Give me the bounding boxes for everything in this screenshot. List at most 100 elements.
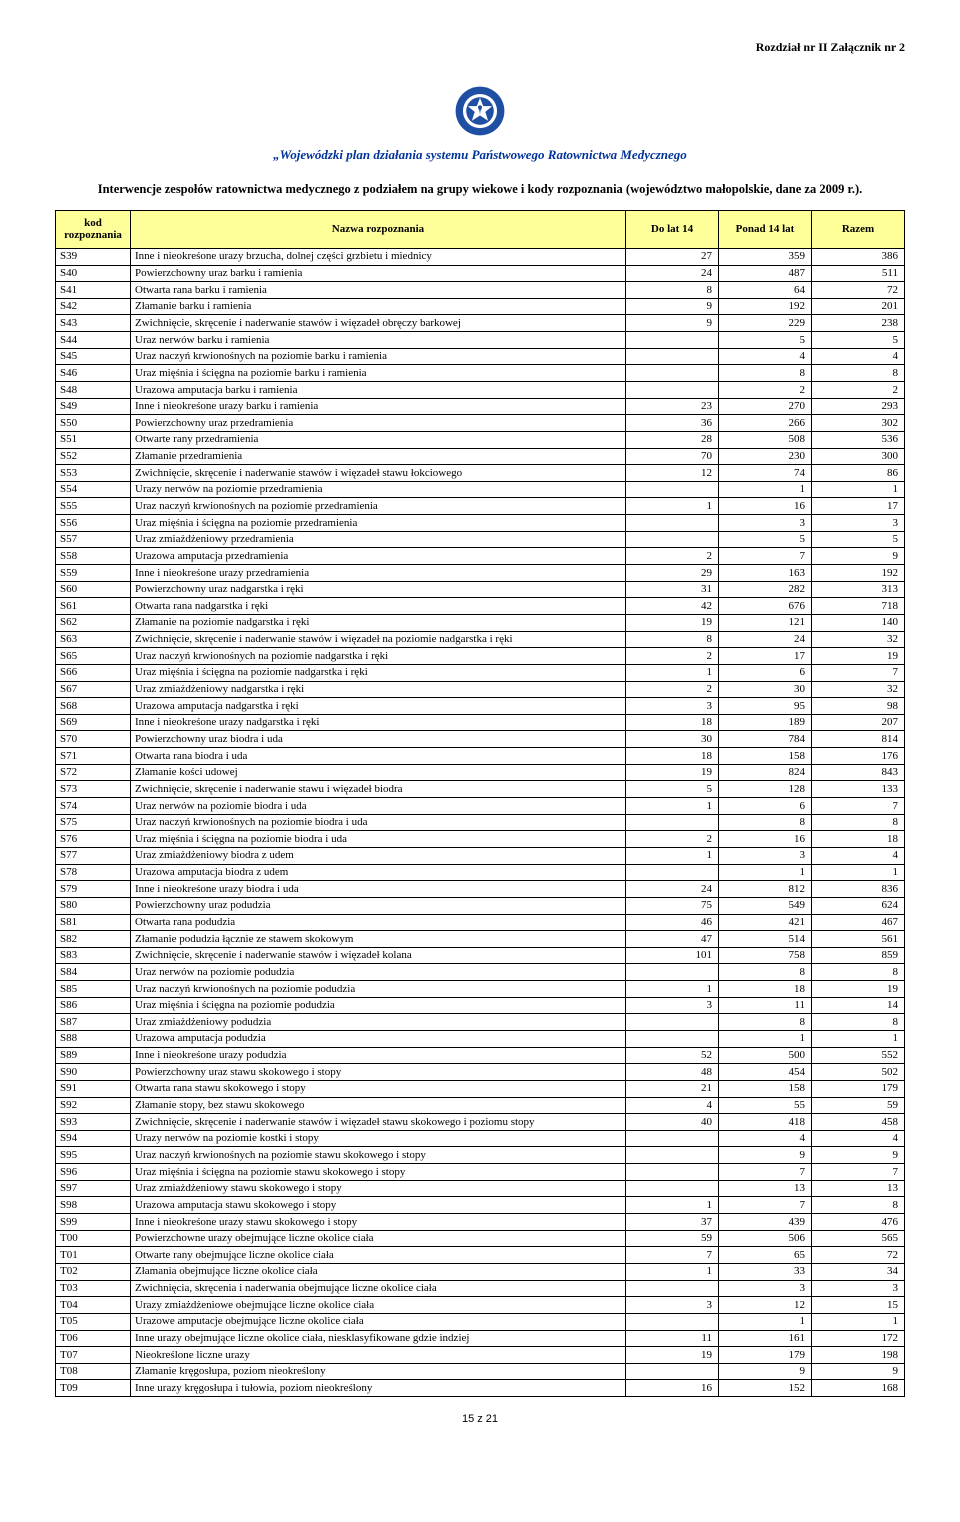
cell-over14: 1	[719, 1030, 812, 1047]
table-row: S54Urazy nerwów na poziomie przedramieni…	[56, 481, 905, 498]
cell-code: S50	[56, 415, 131, 432]
cell-code: S73	[56, 781, 131, 798]
table-row: S67Uraz zmiażdżeniowy nadgarstka i ręki2…	[56, 681, 905, 698]
cell-code: S87	[56, 1014, 131, 1031]
cell-under14	[626, 1147, 719, 1164]
table-row: S92Złamanie stopy, bez stawu skokowego45…	[56, 1097, 905, 1114]
cell-total: 458	[812, 1114, 905, 1131]
cell-under14: 1	[626, 498, 719, 515]
table-row: T07Nieokreślone liczne urazy19179198	[56, 1347, 905, 1364]
cell-over14: 95	[719, 698, 812, 715]
table-row: S76Uraz mięśnia i ścięgna na poziomie bi…	[56, 831, 905, 848]
cell-code: S54	[56, 481, 131, 498]
cell-over14: 5	[719, 531, 812, 548]
cell-name: Powierzchowny uraz barku i ramienia	[131, 265, 626, 282]
cell-code: T05	[56, 1313, 131, 1330]
cell-code: S98	[56, 1197, 131, 1214]
cell-under14: 46	[626, 914, 719, 931]
cell-total: 13	[812, 1180, 905, 1197]
cell-code: S57	[56, 531, 131, 548]
col-header-total: Razem	[812, 210, 905, 248]
cell-code: S51	[56, 431, 131, 448]
cell-code: S77	[56, 847, 131, 864]
cell-code: S39	[56, 248, 131, 265]
cell-over14: 8	[719, 814, 812, 831]
cell-total: 98	[812, 698, 905, 715]
cell-under14: 101	[626, 947, 719, 964]
table-row: S95Uraz naczyń krwionośnych na poziomie …	[56, 1147, 905, 1164]
cell-total: 859	[812, 947, 905, 964]
cell-under14: 4	[626, 1097, 719, 1114]
cell-code: S89	[56, 1047, 131, 1064]
table-row: S59Inne i nieokreśone urazy przedramieni…	[56, 565, 905, 582]
cell-total: 201	[812, 298, 905, 315]
cell-over14: 158	[719, 748, 812, 765]
table-row: S78Urazowa amputacja biodra z udem11	[56, 864, 905, 881]
table-row: S61Otwarta rana nadgarstka i ręki4267671…	[56, 598, 905, 615]
cell-under14: 27	[626, 248, 719, 265]
cell-name: Otwarta rana podudzia	[131, 914, 626, 931]
cell-code: S68	[56, 698, 131, 715]
cell-over14: 9	[719, 1363, 812, 1380]
cell-name: Złamanie kości udowej	[131, 764, 626, 781]
cell-total: 624	[812, 897, 905, 914]
cell-over14: 161	[719, 1330, 812, 1347]
cell-code: T06	[56, 1330, 131, 1347]
table-row: S85Uraz naczyń krwionośnych na poziomie …	[56, 981, 905, 998]
table-row: S97Uraz zmiażdżeniowy stawu skokowego i …	[56, 1180, 905, 1197]
cell-over14: 152	[719, 1380, 812, 1397]
cell-over14: 13	[719, 1180, 812, 1197]
cell-total: 15	[812, 1297, 905, 1314]
table-row: S43Zwichnięcie, skręcenie i naderwanie s…	[56, 315, 905, 332]
cell-name: Urazowa amputacja nadgarstka i ręki	[131, 698, 626, 715]
cell-total: 386	[812, 248, 905, 265]
cell-total: 1	[812, 1313, 905, 1330]
cell-code: S66	[56, 664, 131, 681]
cell-name: Uraz zmiażdżeniowy biodra z udem	[131, 847, 626, 864]
cell-name: Zwichnięcie, skręcenie i naderwanie staw…	[131, 315, 626, 332]
cell-under14	[626, 1280, 719, 1297]
cell-code: S69	[56, 714, 131, 731]
cell-name: Otwarta rana stawu skokowego i stopy	[131, 1080, 626, 1097]
cell-code: S95	[56, 1147, 131, 1164]
cell-total: 140	[812, 614, 905, 631]
cell-name: Inne i nieokreśone urazy barku i ramieni…	[131, 398, 626, 415]
cell-under14: 24	[626, 265, 719, 282]
cell-under14: 37	[626, 1214, 719, 1231]
cell-over14: 18	[719, 981, 812, 998]
cell-over14: 33	[719, 1263, 812, 1280]
cell-name: Inne i nieokreśone urazy biodra i uda	[131, 881, 626, 898]
cell-under14: 12	[626, 465, 719, 482]
cell-over14: 3	[719, 515, 812, 532]
cell-under14	[626, 531, 719, 548]
cell-under14: 11	[626, 1330, 719, 1347]
cell-under14	[626, 1130, 719, 1147]
table-row: S46Uraz mięśnia i ścięgna na poziomie ba…	[56, 365, 905, 382]
cell-code: S52	[56, 448, 131, 465]
table-row: S71Otwarta rana biodra i uda18158176	[56, 748, 905, 765]
medical-rescue-logo-icon	[454, 85, 506, 137]
table-row: S68Urazowa amputacja nadgarstka i ręki39…	[56, 698, 905, 715]
cell-under14: 7	[626, 1247, 719, 1264]
document-title: „Wojewódzki plan działania systemu Państ…	[55, 147, 905, 163]
cell-over14: 24	[719, 631, 812, 648]
cell-code: S94	[56, 1130, 131, 1147]
cell-total: 179	[812, 1080, 905, 1097]
cell-name: Uraz mięśnia i ścięgna na poziomie podud…	[131, 997, 626, 1014]
table-row: S42Złamanie barku i ramienia9192201	[56, 298, 905, 315]
cell-over14: 508	[719, 431, 812, 448]
cell-under14: 19	[626, 1347, 719, 1364]
cell-name: Uraz mięśnia i ścięgna na poziomie biodr…	[131, 831, 626, 848]
cell-total: 536	[812, 431, 905, 448]
table-row: T08Złamanie kręgosłupa, poziom nieokreśl…	[56, 1363, 905, 1380]
cell-under14	[626, 1014, 719, 1031]
cell-total: 565	[812, 1230, 905, 1247]
cell-name: Urazowa amputacja stawu skokowego i stop…	[131, 1197, 626, 1214]
cell-total: 552	[812, 1047, 905, 1064]
cell-over14: 158	[719, 1080, 812, 1097]
table-row: S81Otwarta rana podudzia46421467	[56, 914, 905, 931]
cell-under14: 2	[626, 648, 719, 665]
table-row: S50Powierzchowny uraz przedramienia36266…	[56, 415, 905, 432]
cell-name: Otwarte rany obejmujące liczne okolice c…	[131, 1247, 626, 1264]
cell-under14: 29	[626, 565, 719, 582]
